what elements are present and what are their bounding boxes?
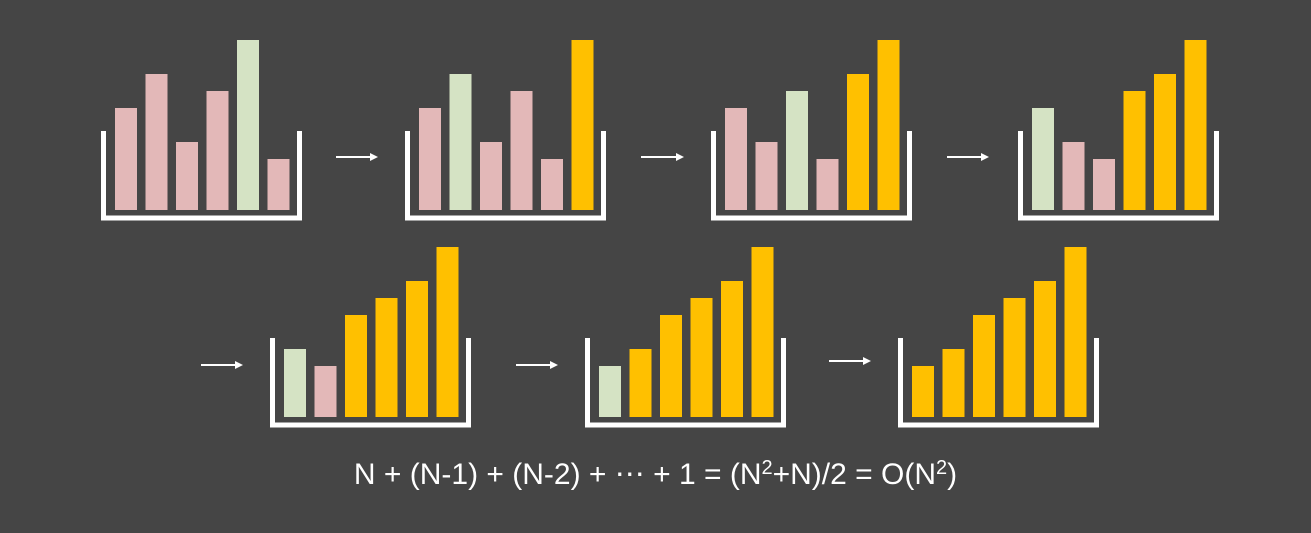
bar-current-max bbox=[786, 91, 808, 210]
container-outline bbox=[585, 338, 786, 428]
sort-step-7 bbox=[898, 247, 1099, 428]
bar-sorted bbox=[1123, 91, 1146, 210]
bar-unsorted bbox=[510, 91, 533, 210]
sort-step-6 bbox=[585, 247, 786, 428]
bar-unsorted bbox=[419, 108, 441, 210]
bar-sorted bbox=[1184, 40, 1207, 210]
bar-unsorted bbox=[206, 91, 229, 210]
container-outline bbox=[270, 338, 471, 428]
right-arrow-icon bbox=[641, 153, 684, 161]
container-outline bbox=[711, 131, 912, 221]
bar-sorted bbox=[629, 349, 652, 417]
sort-step-4 bbox=[1018, 40, 1219, 221]
bar-sorted bbox=[751, 247, 774, 417]
bar-current-max bbox=[237, 40, 259, 210]
container-outline bbox=[1018, 131, 1219, 221]
bar-unsorted bbox=[145, 74, 168, 210]
bar-unsorted bbox=[314, 366, 337, 417]
bar-sorted bbox=[660, 315, 682, 417]
formula-text-1: N + (N-1) + (N-2) + ⋯ + 1 = (N bbox=[353, 458, 762, 491]
bar-sorted bbox=[1003, 298, 1026, 417]
bar-unsorted bbox=[1062, 142, 1085, 210]
bar-sorted bbox=[1064, 247, 1087, 417]
bar-sorted bbox=[345, 315, 367, 417]
bar-sorted bbox=[406, 281, 428, 417]
right-arrow-icon bbox=[336, 153, 378, 161]
sort-step-1 bbox=[101, 40, 302, 221]
bar-sorted bbox=[912, 366, 934, 417]
container-outline bbox=[405, 131, 606, 221]
bar-sorted bbox=[690, 298, 713, 417]
formula-text-3: ) bbox=[947, 458, 958, 491]
container-outline bbox=[898, 338, 1099, 428]
right-arrow-icon bbox=[829, 357, 871, 365]
bar-unsorted bbox=[480, 142, 502, 210]
formula-text-2: +N)/2 = O(N bbox=[772, 458, 936, 491]
bar-current-max bbox=[449, 74, 472, 210]
bar-unsorted bbox=[267, 159, 290, 210]
bar-sorted bbox=[942, 349, 965, 417]
bar-unsorted bbox=[115, 108, 137, 210]
bar-sorted bbox=[571, 40, 594, 210]
bar-sorted bbox=[375, 298, 398, 417]
bar-unsorted bbox=[816, 159, 839, 210]
right-arrow-icon bbox=[201, 361, 243, 369]
sort-step-2 bbox=[405, 40, 606, 221]
bar-sorted bbox=[721, 281, 743, 417]
right-arrow-icon bbox=[516, 361, 558, 369]
formula-exponent-2: 2 bbox=[935, 457, 948, 479]
bar-unsorted bbox=[541, 159, 563, 210]
right-arrow-icon bbox=[947, 153, 989, 161]
sort-step-5 bbox=[270, 247, 471, 428]
bar-unsorted bbox=[755, 142, 778, 210]
bar-current-max bbox=[1032, 108, 1054, 210]
bar-sorted bbox=[1154, 74, 1176, 210]
formula-exponent-1: 2 bbox=[761, 457, 773, 479]
bar-current-max bbox=[284, 349, 306, 417]
bar-current-max bbox=[599, 366, 621, 417]
bar-sorted bbox=[973, 315, 995, 417]
bar-unsorted bbox=[176, 142, 198, 210]
complexity-formula: N + (N-1) + (N-2) + ⋯ + 1 = (N2+N)/2 = O… bbox=[0, 455, 1311, 495]
bar-sorted bbox=[847, 74, 869, 210]
container-outline bbox=[101, 131, 302, 221]
bar-sorted bbox=[436, 247, 459, 417]
bar-sorted bbox=[877, 40, 900, 210]
sort-step-3 bbox=[711, 40, 912, 221]
bar-unsorted bbox=[1093, 159, 1115, 210]
bar-unsorted bbox=[725, 108, 747, 210]
bar-sorted bbox=[1034, 281, 1056, 417]
